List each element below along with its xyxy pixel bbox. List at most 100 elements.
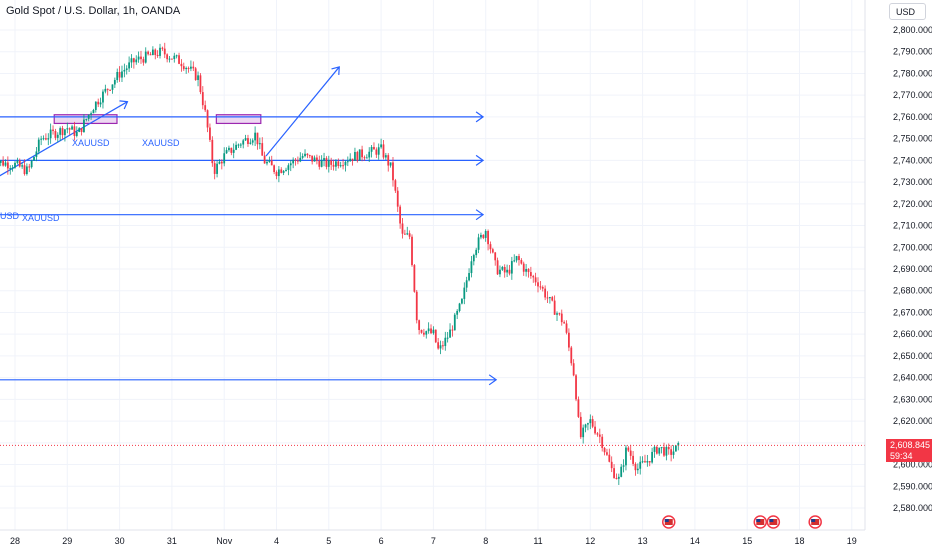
candle-body [244,138,247,141]
annotation-label[interactable]: USD [0,211,20,221]
candle-body [491,249,494,253]
rectangle-drawings[interactable] [53,114,262,125]
trend-arrowhead [331,66,340,75]
candle-body [503,266,506,273]
candle-body [166,54,169,60]
candle-body [61,128,64,136]
candle-body [159,47,161,56]
candle-body [68,128,71,130]
candle-body [534,277,537,283]
candle-body [313,157,316,162]
candle-body [660,447,663,449]
candle-body [389,162,392,166]
candle-body [306,153,309,156]
candle-body [477,237,480,250]
candle-body [408,233,411,237]
candle-body [411,236,413,266]
price-tick-label: 2,620.000 [893,416,932,426]
ray-arrowhead [475,209,485,221]
candle-body [382,144,385,158]
candle-body [249,142,252,144]
candle-body [489,244,492,250]
candle-body [403,233,406,235]
candle-body [513,260,516,262]
candle-body [168,58,171,60]
us-flag-icon[interactable] [753,515,768,529]
candle-body [175,55,178,57]
price-tick-label: 2,750.000 [893,134,932,144]
us-flag-icon[interactable] [662,515,676,529]
candle-body [21,165,24,167]
currency-selector[interactable]: USD [889,3,926,20]
candle-body [380,144,382,148]
candle-body [301,156,304,158]
candle-body [102,91,104,103]
candle-body [149,54,152,56]
price-tick-label: 2,780.000 [893,68,932,78]
price-tick-label: 2,800.000 [893,25,932,35]
economic-events[interactable] [662,515,822,529]
candle-body [663,447,665,456]
trend-line[interactable] [265,66,340,157]
candle-body [187,67,190,69]
candle-body [320,160,323,167]
time-axis[interactable] [0,530,865,550]
us-flag-icon[interactable] [808,515,822,529]
time-tick-label: 31 [167,536,177,546]
candle-body [406,233,409,235]
candle-body [185,67,188,70]
candle-body [156,54,159,56]
candle-body [83,119,85,132]
candle-body [444,337,447,347]
candle-body [546,297,549,299]
candle-body [480,234,482,238]
candle-body [239,144,242,146]
candle-body [468,273,470,281]
annotation-label[interactable]: XAUUSD [142,138,180,148]
candle-body [106,88,109,90]
candle-body [370,146,373,152]
candle-body [87,114,90,119]
candle-body [430,328,432,334]
candle-body [123,69,126,72]
candle-body [451,329,454,331]
candle-body [52,129,54,132]
annotation-label[interactable]: XAUUSD [22,213,60,223]
candle-body [527,269,530,273]
candle-body [558,313,561,315]
candle-body [14,162,16,168]
candle-body [401,223,404,234]
candle-body [85,118,88,120]
candle-body [363,157,366,159]
horizontal-ray-drawings[interactable] [0,111,498,386]
candle-body [318,160,321,167]
us-flag-icon[interactable] [766,515,781,529]
ray-arrowhead [488,374,498,386]
annotation-label[interactable]: XAUUSD [72,138,110,148]
price-tick-label: 2,790.000 [893,47,932,57]
time-tick-label: 6 [379,536,384,546]
rectangle-zone[interactable] [215,114,262,125]
candle-body [577,399,580,417]
candle-body [439,345,442,349]
candle-body [275,172,278,177]
candle-body [551,297,554,301]
candle-body [75,131,78,136]
candle-body [42,138,45,140]
candle-body [437,342,440,349]
candle-body [266,161,268,164]
candle-body [330,160,333,165]
candle-body [97,101,100,105]
candle-body [651,451,654,463]
candle-body [420,329,423,333]
candle-body [365,157,368,159]
candle-body [373,146,375,150]
candle-body [563,322,566,324]
candle-body [225,150,228,154]
candle-body [90,113,92,115]
price-tick-label: 2,600.000 [893,460,932,470]
candle-body [64,129,66,136]
candle-body [665,446,668,456]
